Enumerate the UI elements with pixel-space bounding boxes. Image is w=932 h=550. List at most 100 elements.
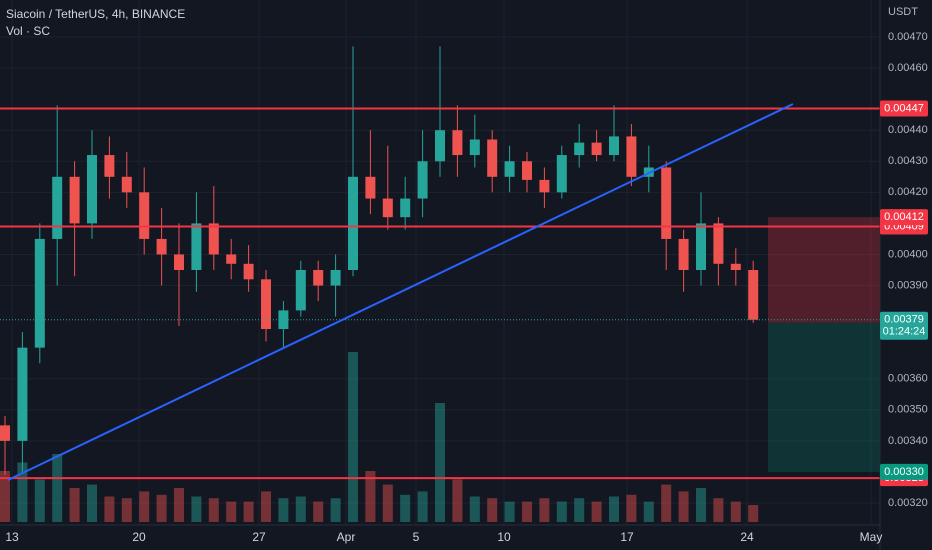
current-price-badge [880, 311, 928, 340]
volume-bar [696, 488, 706, 522]
candle-body [626, 136, 637, 177]
y-axis-label: USDT [888, 6, 918, 18]
candle-body [504, 161, 515, 177]
volume-bar [121, 498, 132, 522]
candle-body [278, 310, 289, 330]
volume-bar [469, 496, 480, 522]
volume-bar [104, 496, 115, 522]
volume-bar [400, 494, 411, 522]
volume-bar [487, 498, 498, 522]
candle-body [556, 155, 567, 193]
candle-body [226, 254, 237, 264]
candle-body [696, 223, 706, 270]
candle-body [191, 223, 202, 270]
volume-bar [139, 491, 150, 522]
candle-body [348, 176, 358, 270]
volume-bar [0, 471, 10, 522]
candle-body [52, 176, 63, 239]
x-tick-label: 13 [5, 530, 19, 544]
candle-body [104, 155, 115, 177]
volume-bar [591, 501, 602, 522]
volume-bar [261, 491, 271, 522]
candle-body [121, 176, 132, 193]
volume-bar [417, 491, 428, 522]
candle-body [539, 179, 550, 193]
volume-bar [452, 479, 463, 522]
x-tick-label: 20 [132, 530, 146, 544]
candle-body [313, 270, 324, 286]
y-tick-label: 0.00360 [888, 373, 928, 385]
volume-bar [156, 494, 167, 522]
volume-bar [504, 501, 515, 522]
y-tick-label: 0.00320 [888, 497, 928, 509]
y-tick-label: 0.00460 [888, 62, 928, 74]
candle-body [469, 139, 480, 156]
y-tick-label: 0.00340 [888, 435, 928, 447]
volume-bar [556, 501, 567, 522]
chart-title: Siacoin / TetherUS, 4h, BINANCE [6, 7, 185, 21]
volume-bar [522, 501, 532, 522]
price-badge [880, 463, 928, 480]
volume-bar [661, 484, 672, 522]
volume-bar [17, 462, 28, 522]
candle-body [34, 238, 45, 348]
candle-body [69, 176, 80, 224]
x-tick-label: Apr [337, 530, 356, 544]
volume-bar [382, 484, 393, 522]
price-badge-label: 0.00412 [884, 211, 924, 223]
candle-body [208, 223, 219, 255]
candle-body [400, 198, 411, 218]
y-tick-label: 0.00430 [888, 155, 928, 167]
candle-body [487, 139, 498, 177]
current-price-label: 0.00379 [884, 314, 924, 326]
x-tick-label: 5 [413, 530, 420, 544]
candle-body [713, 223, 724, 264]
volume-bar [348, 352, 358, 522]
volume-bar [191, 496, 202, 522]
price-badge [880, 209, 928, 226]
volume-bar [574, 498, 585, 522]
candle-body [261, 279, 271, 330]
volume-bar [609, 496, 619, 522]
candle-body [574, 142, 585, 156]
volume-bar [626, 494, 637, 522]
trend-line [7, 103, 794, 481]
candle-body [243, 263, 254, 280]
volume-bar [730, 501, 741, 522]
x-tick-label: 27 [252, 530, 266, 544]
candle-body [0, 425, 10, 441]
candle-body [435, 130, 445, 162]
candle-body [330, 270, 341, 286]
candle-body [522, 161, 532, 180]
volume-bar [226, 501, 237, 522]
volume-bar [69, 488, 80, 522]
volume-bar [330, 498, 341, 522]
candle-body [156, 238, 167, 255]
volume-bar [174, 488, 184, 522]
volume-bar [313, 501, 324, 522]
countdown: 01:24:24 [883, 326, 926, 338]
price-badge-label: 0.00330 [884, 466, 924, 478]
price-badge-label: 0.00447 [884, 102, 924, 114]
candle-body [661, 167, 672, 239]
stop-zone [768, 217, 880, 323]
candle-body [678, 238, 689, 270]
x-tick-label: 24 [740, 530, 754, 544]
candle-body [87, 155, 97, 224]
candle-body [748, 270, 759, 320]
candle-body [295, 270, 306, 311]
y-tick-label: 0.00400 [888, 248, 928, 260]
candle-body [365, 176, 376, 199]
candle-body [730, 263, 741, 270]
y-tick-label: 0.00390 [888, 279, 928, 291]
candle-body [452, 130, 463, 156]
candle-body [382, 198, 393, 218]
volume-bar [678, 491, 689, 522]
volume-bar [435, 403, 445, 522]
volume-bar [208, 498, 219, 522]
candle-body [139, 192, 150, 239]
volume-bar [87, 484, 97, 522]
candle-body [591, 142, 602, 156]
candle-body [417, 161, 428, 199]
